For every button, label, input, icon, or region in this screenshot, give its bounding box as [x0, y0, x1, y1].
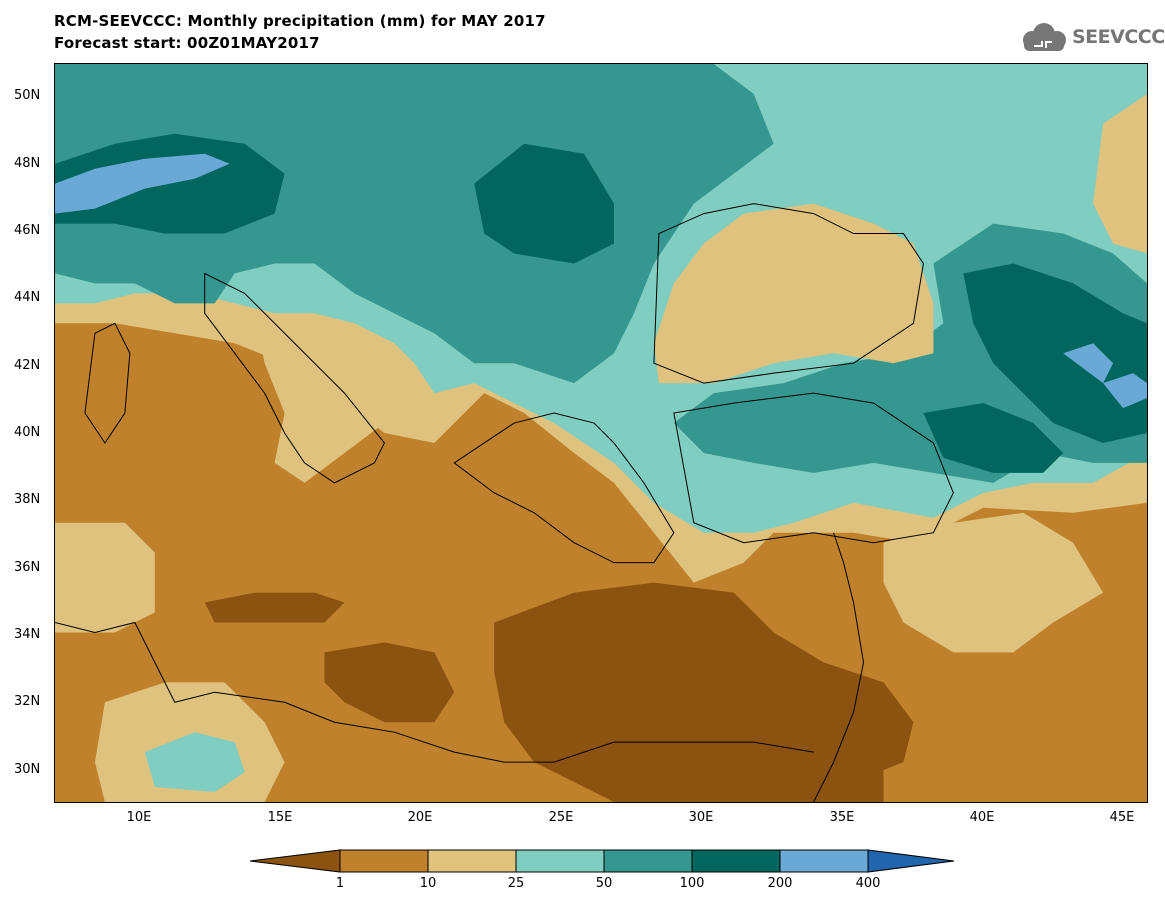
logo-text: SEEVCCC	[1072, 26, 1165, 48]
lat-label-46n: 46N	[14, 223, 41, 238]
colorbar-segment-above-400	[867, 849, 955, 873]
map-title: RCM-SEEVCCC: Monthly precipitation (mm) …	[54, 12, 546, 30]
colorbar-segment-100-200	[691, 849, 781, 873]
seevccc-logo	[1023, 23, 1066, 51]
zone-10-25-black-sea	[653, 203, 934, 384]
colorbar-label-50: 50	[595, 876, 613, 891]
zone-100-200-carpathians	[474, 143, 614, 264]
colorbar-label-100: 100	[679, 876, 705, 891]
lon-label-35e: 35E	[829, 810, 855, 825]
lon-label-15e: 15E	[267, 810, 293, 825]
zone-100-200-caucasus	[963, 263, 1147, 443]
lat-label-50n: 50N	[14, 88, 41, 103]
lon-label-10e: 10E	[126, 810, 152, 825]
zone-200-400-caucasus-2	[1103, 373, 1147, 409]
colorbar-label-200: 200	[767, 876, 793, 891]
zone-10-25-east	[1093, 93, 1147, 254]
colorbar-label-25: 25	[507, 876, 525, 891]
colorbar-label-400: 400	[855, 876, 881, 891]
colorbar-segment-below-1	[250, 849, 341, 873]
lat-label-42n: 42N	[14, 358, 41, 373]
zone-200-400-caucasus-1	[1063, 343, 1114, 384]
lat-label-38n: 38N	[14, 492, 41, 507]
lon-label-20e: 20E	[407, 810, 433, 825]
coastlines	[55, 203, 954, 802]
lon-label-45e: 45E	[1109, 810, 1135, 825]
zone-below-1-ionian	[204, 592, 345, 623]
lat-label-48n: 48N	[14, 156, 41, 171]
colorbar-segment-25-50	[515, 849, 605, 873]
colorbar-segment-1-10	[339, 849, 429, 873]
zone-100-200-anatolia	[923, 403, 1064, 473]
colorbar-segment-200-400	[779, 849, 869, 873]
colorbar	[250, 849, 955, 873]
precipitation-map	[54, 63, 1148, 803]
zone-200-400-alps	[55, 153, 230, 214]
colorbar-label-10: 10	[419, 876, 437, 891]
zone-below-1-egypt	[613, 702, 884, 802]
colorbar-segment-10-25	[427, 849, 517, 873]
lat-label-44n: 44N	[14, 290, 41, 305]
lat-label-30n: 30N	[14, 762, 41, 777]
zone-10-25-syria	[883, 512, 1104, 653]
colorbar-segment-50-100	[603, 849, 693, 873]
colorbar-label-1: 1	[335, 876, 345, 891]
lat-label-36n: 36N	[14, 560, 41, 575]
zone-below-1-libya	[324, 642, 455, 723]
lon-label-30e: 30E	[688, 810, 714, 825]
lat-label-32n: 32N	[14, 694, 41, 709]
zone-25-50-libya-south	[144, 732, 245, 793]
lat-label-40n: 40N	[14, 425, 41, 440]
lon-label-40e: 40E	[969, 810, 995, 825]
forecast-start-label: Forecast start: 00Z01MAY2017	[54, 34, 320, 52]
zone-10-25-tunisia	[55, 522, 155, 633]
lat-label-34n: 34N	[14, 627, 41, 642]
zone-10-25-italy	[254, 313, 405, 483]
lon-label-25e: 25E	[548, 810, 574, 825]
zone-100-200-alps	[55, 133, 285, 234]
cloud-logo-icon	[1023, 23, 1066, 51]
